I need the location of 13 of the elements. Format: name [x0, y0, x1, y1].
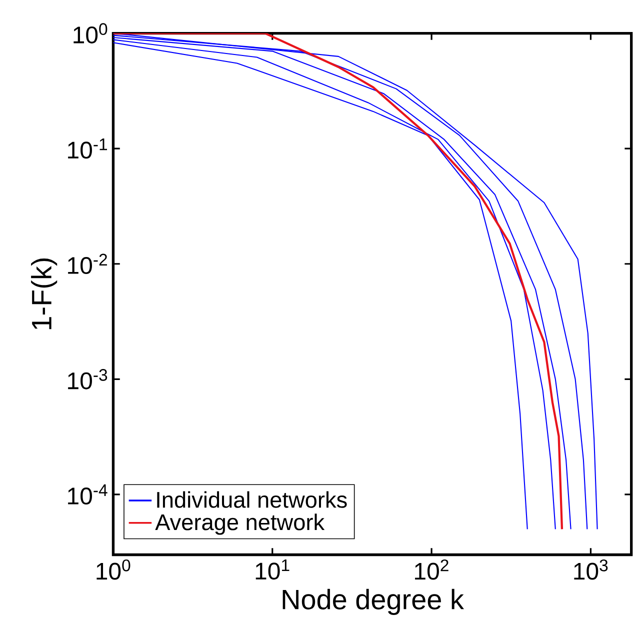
legend-label: Individual networks	[157, 491, 347, 508]
y-tick-label: 10$^{-2}$	[68, 254, 108, 274]
x-axis-title: Node degree k	[282, 588, 464, 615]
y-tick-label: 10$^{-3}$	[68, 369, 108, 390]
x-tick-label: 10$^{1}$	[256, 559, 290, 580]
x-tick-label: 10$^{0}$	[96, 559, 130, 580]
x-tick-label: 10$^{3}$	[574, 559, 608, 580]
x-tick-label: 10$^{2}$	[415, 559, 448, 580]
y-tick-label: 10$^{-1}$	[68, 138, 108, 159]
y-tick-label: 10$^{-4}$	[68, 484, 108, 505]
legend-label: Average network	[155, 514, 325, 535]
y-axis-title: 1-F(k)	[31, 258, 58, 330]
y-tick-label: 10$^{0}$	[74, 23, 108, 44]
